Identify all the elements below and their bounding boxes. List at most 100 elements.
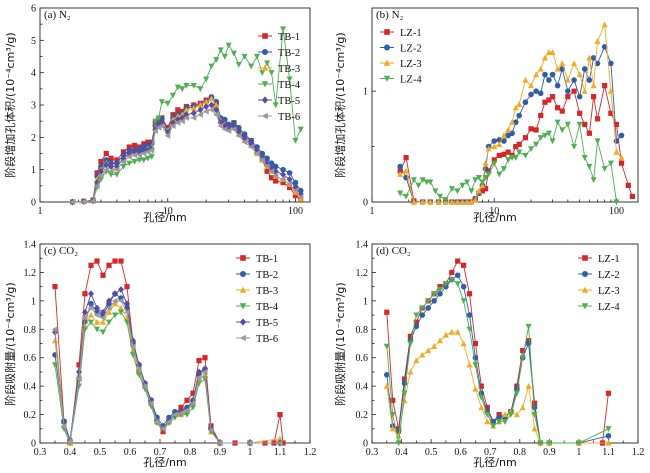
series-LZ-3: [383, 328, 612, 446]
data-point: [594, 138, 601, 145]
legend-label: TB-6: [278, 112, 300, 123]
x-tick-label: 1: [576, 447, 581, 458]
data-point: [217, 47, 224, 54]
data-point: [537, 135, 544, 141]
data-point: [436, 337, 443, 344]
data-point: [505, 126, 512, 133]
legend-marker: [240, 255, 246, 261]
legend-marker: [261, 81, 269, 88]
data-point: [75, 376, 82, 383]
data-point: [482, 165, 489, 172]
data-point: [170, 112, 176, 118]
data-point: [189, 400, 196, 407]
x-tick-label: 0.3: [366, 447, 379, 458]
data-point: [571, 143, 578, 150]
data-point: [541, 54, 548, 61]
series-LZ-3: [397, 21, 625, 205]
data-point: [419, 305, 426, 312]
legend-label: TB-5: [256, 318, 278, 329]
data-point: [203, 98, 210, 105]
data-point: [541, 132, 548, 139]
data-point: [513, 390, 520, 397]
x-axis-label: 孔径/nm: [143, 211, 186, 224]
data-point: [538, 112, 544, 119]
data-point: [113, 166, 120, 173]
legend-label: TB-4: [256, 302, 279, 313]
data-point: [482, 160, 489, 166]
data-point: [190, 83, 197, 89]
y-tick-label: 0: [363, 198, 368, 209]
data-point: [170, 119, 177, 127]
data-point: [131, 152, 138, 159]
data-point: [279, 176, 286, 183]
data-point: [431, 291, 438, 297]
data-point: [613, 199, 620, 206]
legend-marker: [261, 112, 268, 120]
data-point: [516, 149, 523, 156]
data-point: [264, 155, 270, 162]
data-point: [280, 180, 286, 186]
x-tick-label: 1: [248, 447, 253, 458]
x-axis-label: 孔径/nm: [473, 211, 516, 224]
data-point: [88, 262, 94, 268]
data-point: [564, 76, 571, 83]
y-axis-label: 阶段增加孔体积/(10⁻⁴cm³/g): [3, 32, 17, 177]
data-point: [131, 158, 138, 165]
data-point: [383, 371, 390, 378]
data-point: [533, 88, 539, 94]
data-point: [475, 175, 482, 181]
data-point: [482, 175, 489, 181]
data-point: [89, 198, 96, 205]
data-point: [491, 160, 498, 167]
legend-marker: [383, 75, 391, 82]
data-point: [478, 404, 485, 411]
data-point: [427, 198, 434, 205]
data-point: [407, 333, 414, 339]
x-tick-label: 0.6: [454, 447, 467, 458]
legend-label: LZ-2: [400, 43, 422, 54]
data-point: [241, 139, 248, 146]
data-point: [545, 130, 552, 137]
data-point: [401, 390, 408, 397]
data-point: [526, 338, 532, 344]
legend-label: LZ-2: [598, 270, 620, 281]
data-point: [164, 132, 171, 139]
legend-label: TB-3: [256, 286, 278, 297]
data-point: [559, 127, 566, 134]
data-point: [448, 276, 455, 283]
data-point: [112, 290, 118, 298]
data-point: [537, 65, 544, 72]
data-point: [118, 304, 124, 311]
data-point: [460, 340, 467, 347]
legend-marker: [262, 49, 268, 55]
x-tick-label: 10: [489, 206, 499, 217]
data-point: [88, 319, 94, 326]
data-point: [613, 148, 620, 155]
data-point: [272, 167, 279, 175]
data-point: [148, 147, 155, 154]
legend-marker: [582, 271, 588, 277]
data-point: [383, 343, 390, 350]
data-point: [472, 385, 479, 392]
data-point: [118, 309, 124, 316]
data-point: [178, 404, 184, 411]
data-point: [554, 82, 561, 89]
legend-marker: [240, 271, 246, 277]
data-point: [571, 88, 577, 94]
data-point: [76, 362, 82, 368]
data-point: [607, 160, 614, 167]
data-point: [230, 50, 237, 57]
data-point: [449, 269, 455, 276]
data-point: [419, 312, 426, 318]
data-point: [419, 351, 426, 358]
data-point: [94, 170, 100, 176]
x-tick-label: 0.4: [395, 447, 408, 458]
series-TB-4: [52, 309, 283, 447]
data-point: [519, 355, 526, 361]
data-point: [264, 168, 270, 174]
data-point: [103, 161, 110, 169]
data-point: [190, 105, 197, 111]
data-point: [448, 186, 455, 192]
data-point: [479, 179, 486, 186]
data-point: [397, 171, 404, 177]
